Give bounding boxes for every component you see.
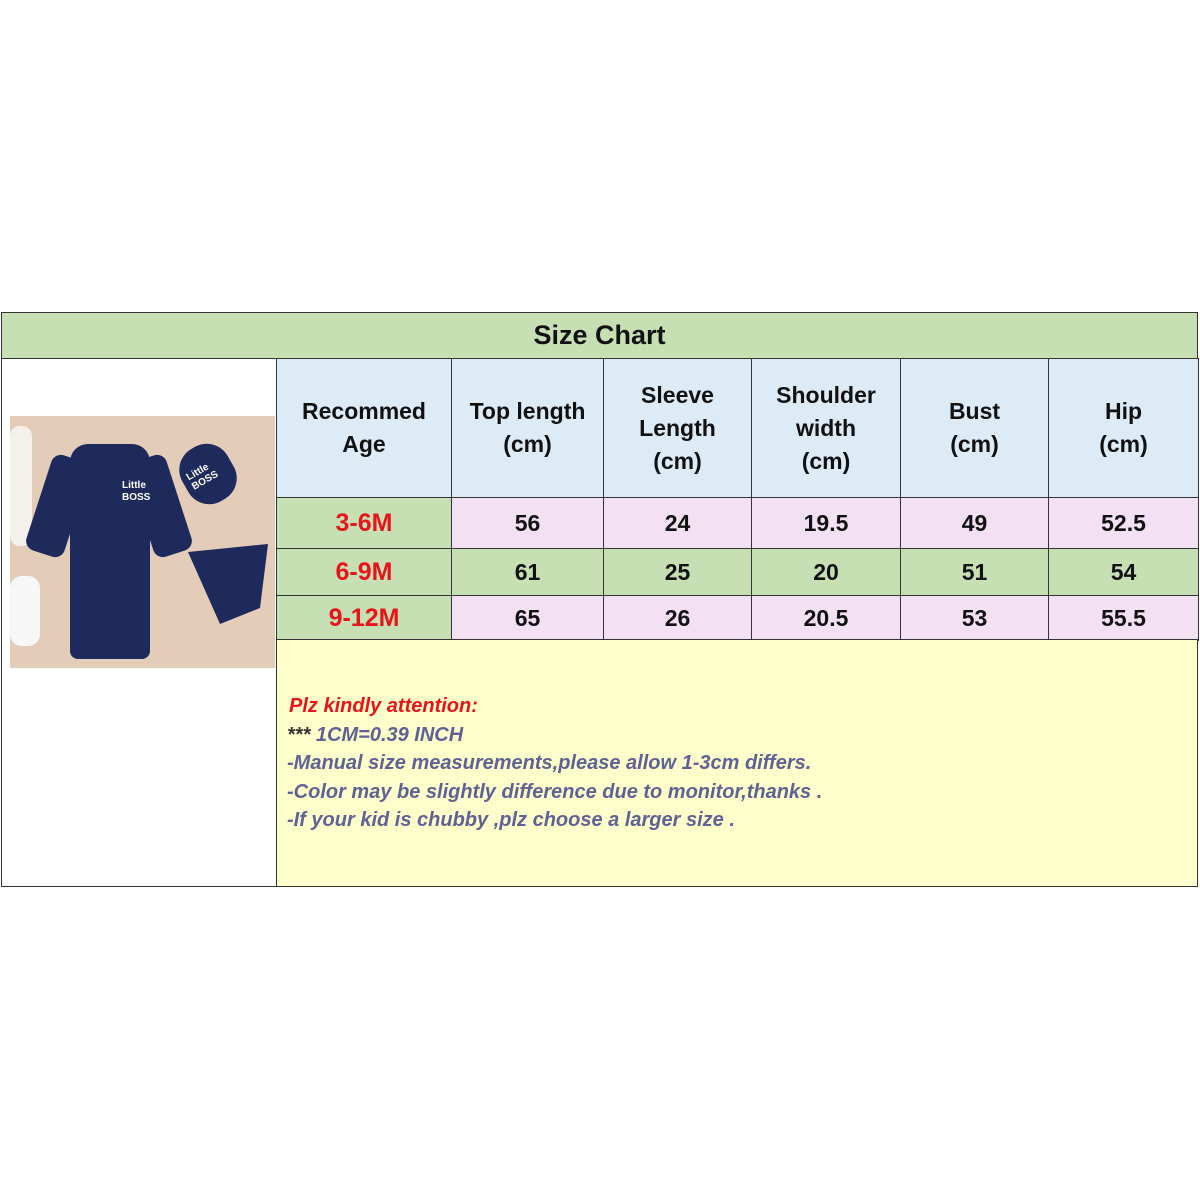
value-cell: 19.5 (751, 497, 901, 549)
value-cell: 20 (751, 548, 901, 596)
value-cell: 55.5 (1048, 595, 1199, 641)
baby-shoe (10, 576, 40, 646)
note-line: -Manual size measurements,please allow 1… (287, 752, 812, 774)
age-cell: 9-12M (276, 595, 452, 641)
romper-print: Little BOSS (122, 480, 151, 503)
value-cell: 24 (603, 497, 752, 549)
value-cell: 20.5 (751, 595, 901, 641)
column-header: Bust (cm) (900, 358, 1049, 498)
note-line: -If your kid is chubby ,plz choose a lar… (287, 809, 735, 831)
cotton-decoration (10, 426, 32, 546)
column-header: Recommed Age (276, 358, 452, 498)
value-cell: 53 (900, 595, 1049, 641)
note-line: -Color may be slightly difference due to… (287, 780, 823, 803)
value-cell: 56 (451, 497, 604, 549)
conversion-note: 1CM=0.39 INCH (315, 723, 464, 746)
size-chart-title: Size Chart (1, 312, 1198, 359)
notes-heading: Plz kindly attention: (289, 695, 478, 717)
age-cell: 3-6M (276, 497, 452, 549)
value-cell: 25 (603, 548, 752, 596)
value-cell: 65 (451, 595, 604, 641)
stars: *** (287, 723, 311, 746)
age-cell: 6-9M (276, 548, 452, 596)
hat: Little BOSS (170, 435, 246, 513)
column-header: Hip (cm) (1048, 358, 1199, 498)
column-header: Sleeve Length (cm) (603, 358, 752, 498)
bib (188, 544, 268, 624)
value-cell: 54 (1048, 548, 1199, 596)
product-photo: Little BOSS Little BOSS (10, 416, 275, 668)
value-cell: 52.5 (1048, 497, 1199, 549)
value-cell: 61 (451, 548, 604, 596)
column-header: Shoulder width (cm) (751, 358, 901, 498)
notes-panel: Plz kindly attention: *** 1CM=0.39 INCH … (276, 639, 1198, 887)
value-cell: 49 (900, 497, 1049, 549)
value-cell: 26 (603, 595, 752, 641)
value-cell: 51 (900, 548, 1049, 596)
column-header: Top length (cm) (451, 358, 604, 498)
